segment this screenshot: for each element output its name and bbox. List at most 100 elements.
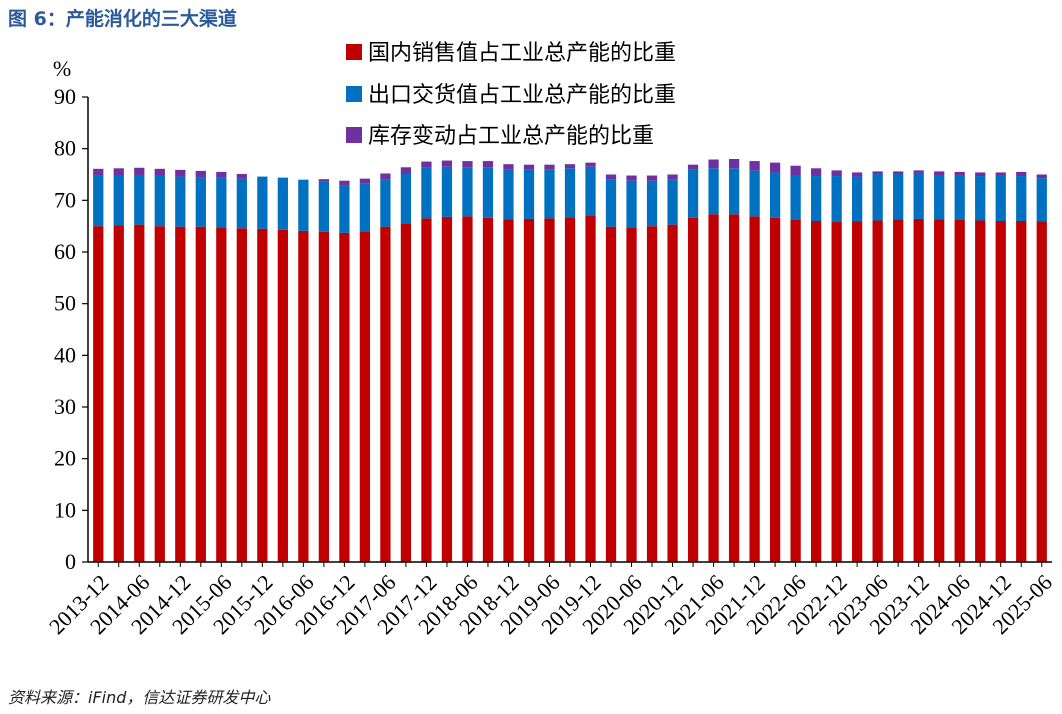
bar-segment-2 — [913, 172, 924, 219]
bar-segment-3 — [872, 171, 883, 174]
bar-segment-2 — [544, 169, 555, 219]
bar-segment-3 — [154, 168, 165, 176]
bar-segment-2 — [790, 175, 801, 220]
bar-segment-3 — [339, 180, 350, 186]
bar-segment-3 — [913, 170, 924, 173]
bar-segment-3 — [811, 168, 822, 177]
bar-segment-2 — [257, 176, 268, 229]
bar-segment-1 — [421, 218, 432, 563]
bar-segment-2 — [339, 185, 350, 233]
bar-segment-1 — [1036, 221, 1047, 562]
bar-segment-3 — [687, 164, 699, 170]
bar-segment-1 — [216, 227, 227, 562]
bar-segment-3 — [216, 171, 227, 178]
bar-segment-2 — [380, 179, 391, 227]
legend-swatch-1 — [346, 44, 362, 60]
bar-segment-2 — [564, 168, 576, 218]
bar-segment-1 — [995, 221, 1006, 562]
bar-segment-2 — [277, 177, 288, 230]
bar-segment-3 — [113, 168, 124, 176]
bar-segment-3 — [831, 170, 842, 177]
bar-segment-1 — [380, 226, 391, 562]
bar-segment-3 — [359, 178, 371, 184]
bar-segment-2 — [1016, 176, 1027, 221]
bar-segment-1 — [646, 226, 658, 563]
bar-segment-3 — [749, 161, 760, 171]
bar-segment-1 — [134, 224, 145, 562]
bar-segment-2 — [318, 181, 329, 232]
bar-segment-1 — [359, 231, 371, 562]
bar-segment-1 — [975, 220, 986, 563]
bar-segment-1 — [482, 217, 494, 562]
y-tick-label: 50 — [54, 291, 76, 316]
bar-segment-3 — [134, 167, 145, 176]
bar-segment-1 — [585, 215, 596, 562]
bar-segment-2 — [811, 176, 822, 221]
bar-segment-1 — [893, 219, 904, 562]
legend-label-3: 库存变动占工业总产能的比重 — [368, 124, 654, 149]
figure-title: 图 6：产能消化的三大渠道 — [8, 8, 237, 30]
bar-segment-2 — [93, 175, 104, 227]
bar-segment-1 — [544, 218, 555, 563]
bar-segment-3 — [400, 167, 412, 174]
bar-segment-2 — [113, 175, 124, 226]
bars-layer — [93, 159, 1047, 563]
bar-segment-2 — [298, 179, 309, 231]
bar-segment-1 — [195, 226, 206, 562]
bar-segment-3 — [605, 174, 617, 180]
bar-segment-1 — [93, 226, 104, 563]
bar-segment-3 — [934, 171, 945, 176]
bar-segment-3 — [975, 172, 986, 177]
bar-segment-1 — [503, 219, 514, 562]
legend-label-2: 出口交货值占工业总产能的比重 — [368, 83, 676, 108]
bar-segment-2 — [462, 167, 473, 217]
y-tick-label: 0 — [65, 549, 76, 574]
bar-segment-2 — [728, 168, 740, 215]
bar-segment-1 — [790, 219, 801, 562]
bar-segment-2 — [893, 173, 904, 220]
bar-segment-1 — [1016, 221, 1027, 562]
bar-segment-3 — [728, 159, 740, 169]
bar-segment-1 — [626, 227, 637, 562]
bar-segment-2 — [134, 175, 145, 225]
bar-segment-1 — [441, 216, 453, 562]
bar-segment-3 — [769, 162, 781, 173]
bar-segment-1 — [175, 226, 186, 562]
bar-segment-2 — [995, 175, 1006, 221]
bar-segment-1 — [831, 222, 842, 562]
legend-swatch-2 — [346, 86, 362, 102]
legend-swatch-3 — [346, 127, 362, 143]
bar-segment-1 — [811, 221, 822, 562]
bar-segment-2 — [646, 180, 658, 227]
bar-segment-1 — [277, 229, 288, 562]
bar-segment-3 — [175, 169, 186, 177]
bar-segment-3 — [1036, 174, 1047, 179]
bar-segment-2 — [626, 180, 637, 228]
bar-segment-1 — [687, 217, 699, 562]
y-tick-label: 10 — [54, 497, 76, 522]
bar-segment-3 — [421, 161, 432, 168]
bar-segment-2 — [975, 176, 986, 221]
bar-segment-2 — [441, 166, 453, 217]
bar-segment-3 — [523, 164, 535, 170]
bar-segment-2 — [934, 175, 945, 220]
y-tick-label: 30 — [54, 394, 76, 419]
bar-segment-2 — [585, 166, 596, 216]
bar-segment-3 — [195, 170, 206, 178]
bar-segment-2 — [769, 172, 781, 218]
bar-segment-3 — [544, 164, 555, 170]
y-tick-label: 20 — [54, 446, 76, 471]
bar-segment-3 — [482, 161, 494, 168]
bar-segment-1 — [298, 230, 309, 562]
bar-segment-2 — [708, 168, 719, 215]
bar-segment-1 — [934, 219, 945, 562]
legend: 国内销售值占工业总产能的比重出口交货值占工业总产能的比重库存变动占工业总产能的比… — [346, 41, 676, 149]
bar-segment-3 — [441, 160, 453, 167]
bar-segment-3 — [380, 173, 391, 180]
bar-segment-1 — [852, 221, 863, 562]
bar-segment-2 — [954, 175, 965, 220]
bar-segment-1 — [708, 214, 719, 562]
bar-segment-2 — [749, 170, 760, 217]
bar-segment-2 — [687, 169, 699, 218]
